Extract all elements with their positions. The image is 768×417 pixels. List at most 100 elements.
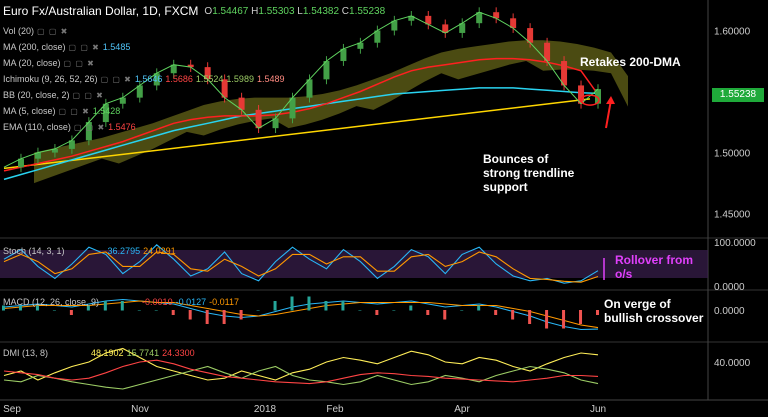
indicator-label: MA (5, close)	[3, 106, 56, 116]
macd-legend[interactable]: MACD (12, 26, close, 9) -0.0010 -0.0127 …	[3, 297, 239, 307]
macd-hist-bar	[52, 310, 56, 311]
indicator-label: EMA (110, close)	[3, 122, 71, 132]
indicator-tools-icon[interactable]: ▢ ▢ ✖	[58, 106, 90, 116]
dmi-plus-line	[3, 347, 599, 381]
indicator-value: 1.5489	[256, 74, 285, 84]
macd-hist-bar	[545, 310, 549, 329]
indicator-tools-icon[interactable]: ▢ ▢ ✖	[100, 74, 132, 84]
last-price-badge: 1.55238	[712, 88, 764, 102]
macd-hist-bar	[103, 301, 107, 311]
candle-body	[204, 67, 211, 80]
time-axis-label: 2018	[254, 404, 277, 415]
stoch-axis-label: 100.0000	[714, 238, 756, 249]
indicator-legend-0[interactable]: Vol (20) ▢ ▢ ✖	[3, 26, 68, 36]
macd-hist-bar	[494, 310, 498, 315]
indicator-value: 1.5989	[226, 74, 254, 84]
macd-hist-bar	[511, 310, 515, 320]
candle-body	[442, 24, 449, 33]
candle-body	[374, 30, 381, 43]
candle-body	[476, 12, 483, 24]
macd-line	[3, 298, 599, 331]
dmi-adx-line	[3, 359, 599, 385]
time-axis-label: Sep	[3, 404, 21, 415]
macd-hist-bar	[171, 310, 175, 315]
candle-body	[340, 48, 347, 62]
dmi-minus-value: 15.7741	[126, 348, 160, 358]
macd-axis-label: 0.0000	[714, 306, 745, 317]
macd-hist-bar	[154, 310, 158, 311]
indicator-legend-6[interactable]: EMA (110, close) ▢ ▢ ✖ 1.5476	[3, 122, 136, 132]
candle-body	[17, 158, 24, 168]
macd-signal-line	[3, 300, 599, 329]
ma200-line	[3, 87, 599, 181]
dmi-legend[interactable]: DMI (13, 8) 48.1902 15.7741 24.3300	[3, 348, 195, 358]
candle-body	[357, 42, 364, 49]
indicator-legend-4[interactable]: BB (20, close, 2) ▢ ▢ ✖	[3, 90, 104, 100]
indicator-legend-1[interactable]: MA (200, close) ▢ ▢ ✖ 1.5485	[3, 42, 130, 52]
ma5-line	[3, 11, 599, 168]
ema110-line	[3, 57, 599, 172]
macd-hist-bar	[307, 296, 311, 311]
indicator-legend-5[interactable]: MA (5, close) ▢ ▢ ✖ 1.5428	[3, 106, 120, 116]
macd-hist-bar	[290, 296, 294, 311]
macd-hist-bar	[205, 310, 209, 324]
indicator-value: 1.5476	[108, 122, 136, 132]
candle-body	[510, 18, 517, 29]
indicator-value: 1.5646	[134, 74, 163, 84]
candle-body	[68, 140, 75, 149]
macd-signal-value: -0.0117	[209, 297, 239, 307]
indicator-tools-icon[interactable]: ▢ ▢ ✖	[73, 122, 106, 132]
macd-hist-bar	[86, 305, 90, 311]
up-arrow-head-icon	[606, 96, 615, 104]
dmi-minus-line	[3, 365, 599, 390]
candle-body	[544, 42, 551, 62]
indicator-tools-icon[interactable]: ▢ ▢ ✖	[37, 26, 69, 36]
indicator-tools-icon[interactable]: ▢ ▢ ✖	[63, 58, 95, 68]
stoch-d-value: 24.0291	[143, 246, 176, 256]
candle-body	[238, 97, 245, 110]
annotation-rollover: Rollover from o/s	[615, 253, 694, 281]
candle-body	[323, 61, 330, 80]
indicator-label: Ichimoku (9, 26, 52, 26)	[3, 74, 98, 84]
time-axis-label: Nov	[131, 404, 149, 415]
candle-body	[255, 109, 262, 129]
trendline-support	[3, 98, 591, 170]
indicator-label: MA (20, close)	[3, 58, 61, 68]
indicator-tools-icon[interactable]: ▢ ▢ ✖	[72, 90, 104, 100]
chart-title-bar: Euro Fx/Australian Dollar, 1D, FXCM O1.5…	[3, 4, 385, 18]
bounce-circle	[580, 94, 600, 106]
dmi-axis-label: 40.0000	[714, 358, 751, 369]
macd-hist-bar	[579, 310, 583, 324]
macd-hist-bar	[222, 310, 226, 324]
macd-hist-bar	[426, 310, 430, 315]
time-axis-label: Apr	[454, 404, 470, 415]
macd-hist-bar	[256, 310, 260, 311]
close-value: 1.55238	[349, 5, 386, 17]
stoch-legend[interactable]: Stoch (14, 3, 1) 36.2795 24.0291	[3, 246, 176, 256]
candle-body	[578, 85, 585, 104]
candle-body	[561, 61, 568, 86]
open-value: 1.54467	[212, 5, 249, 17]
macd-hist-bar	[562, 310, 566, 329]
macd-hist-bar	[35, 305, 39, 311]
macd-hist-bar	[477, 305, 481, 311]
macd-hist-bar	[443, 310, 447, 320]
candle-body	[51, 148, 58, 153]
candle-body	[170, 64, 177, 74]
indicator-legend-2[interactable]: MA (20, close) ▢ ▢ ✖	[3, 58, 95, 68]
macd-hist-bar	[392, 310, 396, 311]
indicator-legend-3[interactable]: Ichimoku (9, 26, 52, 26) ▢ ▢ ✖ 1.5646 1.568…	[3, 74, 284, 84]
candle-body	[527, 28, 534, 43]
symbol-title[interactable]: Euro Fx/Australian Dollar, 1D, FXCM	[3, 4, 199, 18]
candle-body	[408, 15, 415, 21]
annotation-retakes: Retakes 200-DMA	[580, 55, 681, 69]
indicator-value: 1.5428	[92, 106, 121, 116]
candle-body	[391, 20, 398, 31]
ohlc-readout: O1.54467 H1.55303 L1.54382 C1.55238	[204, 5, 386, 17]
indicator-value: 1.5524	[195, 74, 224, 84]
macd-hist-bar	[188, 310, 192, 320]
low-value: 1.54382	[302, 5, 340, 17]
macd-hist-bar	[596, 310, 599, 315]
up-arrow-icon	[605, 99, 612, 129]
indicator-tools-icon[interactable]: ▢ ▢ ✖	[68, 42, 100, 52]
